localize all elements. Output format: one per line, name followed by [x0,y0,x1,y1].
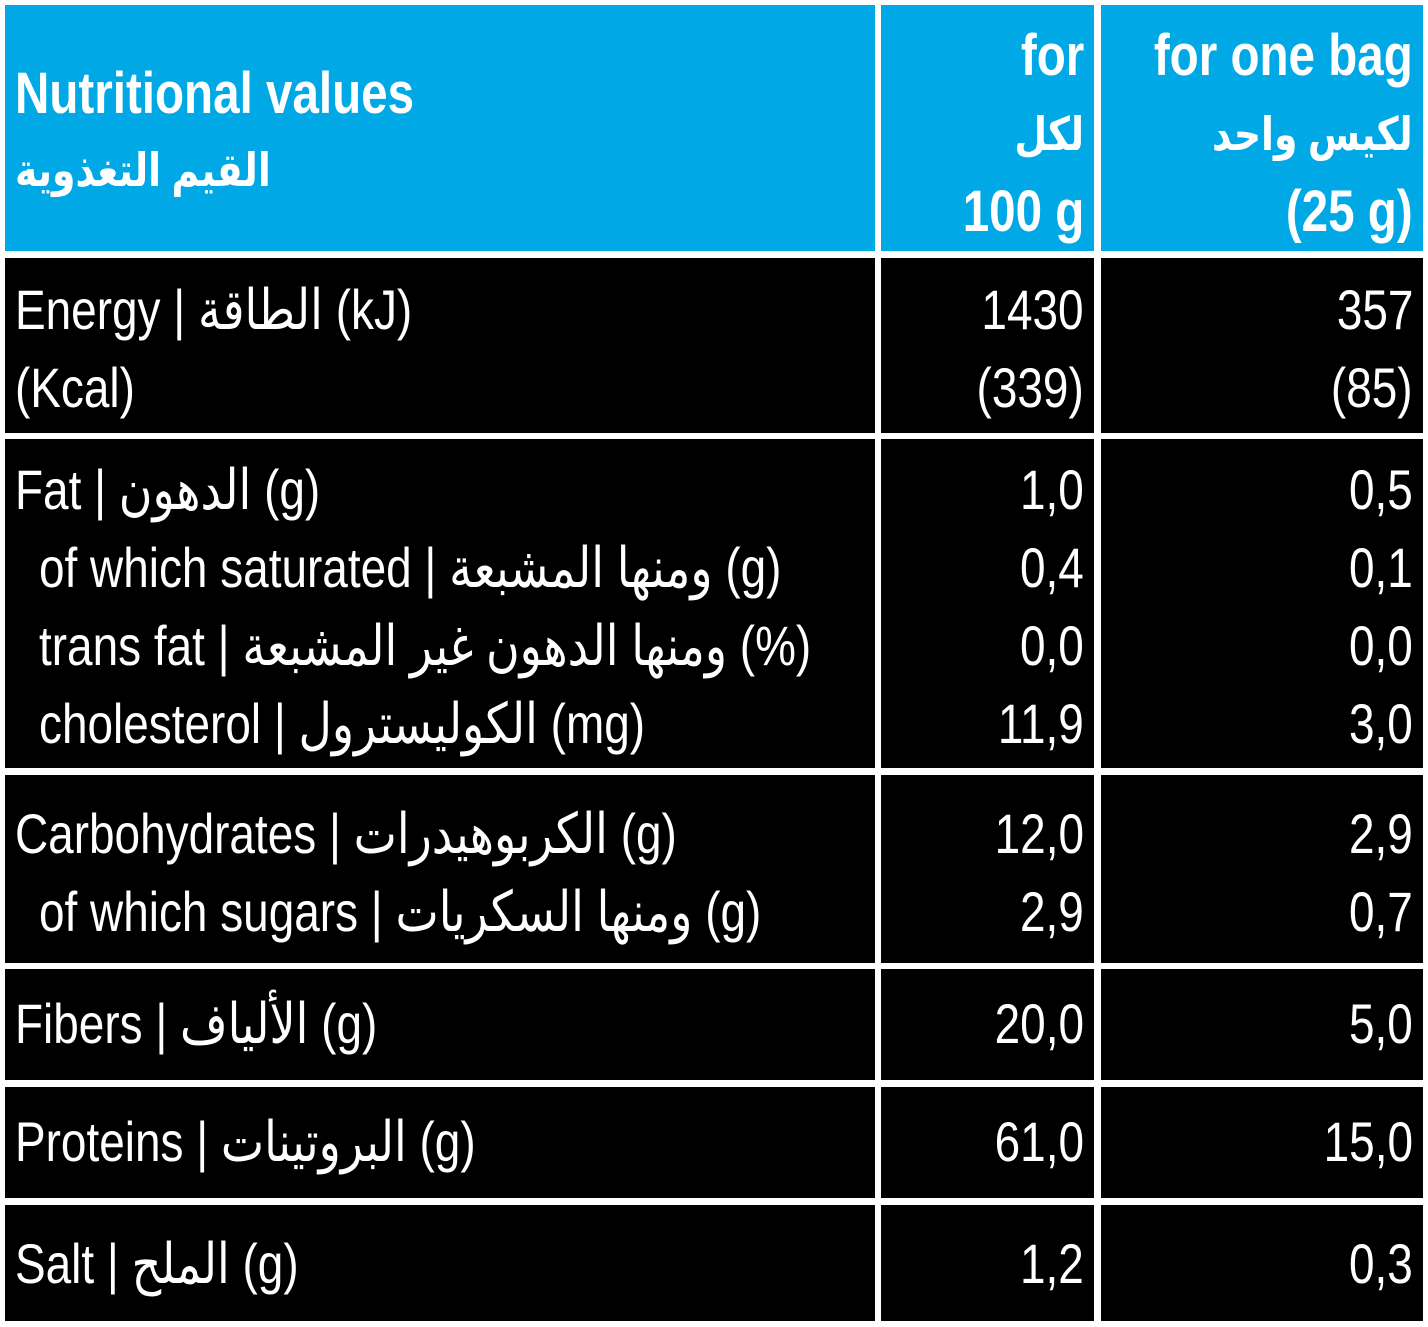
proteins-bag: 15,0 [1323,1110,1413,1173]
header-per-bag-cell: for one bag لكيس واحد (25 g) [1101,5,1423,251]
saturated-label: of which saturated | ومنها المشبعة (g) [39,536,782,599]
trans-fat-label: trans fat | ومنها الدهون غير المشبعة (%) [39,614,812,677]
fat-bag-cell: 0,5 0,1 0,0 3,0 [1101,439,1423,768]
cholesterol-bag: 3,0 [1349,692,1413,755]
header-per-bag-amount: (25 g) [1286,179,1413,244]
fibers-100g-cell: 20,0 [881,969,1094,1080]
fat-label-cell: Fat | الدهون (g) of which saturated | وم… [5,439,875,768]
header-per-bag-ar: لكيس واحد [1212,108,1413,160]
header-per-100g-en: for [1020,23,1084,88]
salt-bag-cell: 0,3 [1101,1205,1423,1321]
sugars-100g: 2,9 [1020,880,1084,943]
salt-label-cell: Salt | الملح (g) [5,1205,875,1321]
fibers-label-cell: Fibers | الألياف (g) [5,969,875,1080]
cholesterol-100g: 11,9 [998,692,1084,755]
carbs-label: Carbohydrates | الكربوهيدرات (g) [15,802,677,865]
header-title-en: Nutritional values [15,61,415,126]
fat-bag: 0,5 [1349,458,1413,521]
energy-kcal-100g: (339) [976,356,1084,419]
header-per-bag-en: for one bag [1154,23,1413,88]
energy-kj-100g: 1430 [981,278,1084,341]
energy-kcal-label: (Kcal) [15,356,135,419]
carbs-bag-cell: 2,9 0,7 [1101,775,1423,963]
fibers-100g: 20,0 [994,992,1084,1055]
energy-100g-cell: 1430 (339) [881,258,1094,433]
energy-bag-cell: 357 (85) [1101,258,1423,433]
carbs-100g-cell: 12,0 2,9 [881,775,1094,963]
energy-kj-bag: 357 [1336,278,1413,341]
proteins-100g-cell: 61,0 [881,1087,1094,1198]
salt-100g-cell: 1,2 [881,1205,1094,1321]
salt-bag: 0,3 [1349,1232,1413,1295]
fibers-bag: 5,0 [1349,992,1413,1055]
carbs-100g: 12,0 [994,802,1084,865]
trans-fat-bag: 0,0 [1349,614,1413,677]
fat-100g-cell: 1,0 0,4 0,0 11,9 [881,439,1094,768]
fibers-bag-cell: 5,0 [1101,969,1423,1080]
header-title-ar: القيم التغذوية [15,144,271,196]
header-per-100g-amount: 100 g [962,179,1084,244]
energy-label-cell: Energy | الطاقة (kJ) (Kcal) [5,258,875,433]
header-title-cell: Nutritional values القيم التغذوية [5,5,875,251]
proteins-100g: 61,0 [994,1110,1084,1173]
sugars-label: of which sugars | ومنها السكريات (g) [39,880,762,943]
proteins-label-cell: Proteins | البروتينات (g) [5,1087,875,1198]
energy-kcal-bag: (85) [1331,356,1413,419]
carbs-bag: 2,9 [1349,802,1413,865]
saturated-bag: 0,1 [1349,536,1413,599]
fibers-label: Fibers | الألياف (g) [15,992,378,1055]
proteins-bag-cell: 15,0 [1101,1087,1423,1198]
salt-100g: 1,2 [1020,1232,1084,1295]
energy-kj-label: Energy | الطاقة (kJ) [15,278,413,341]
saturated-100g: 0,4 [1020,536,1084,599]
proteins-label: Proteins | البروتينات (g) [15,1110,476,1173]
sugars-bag: 0,7 [1349,880,1413,943]
header-per-100g-ar: لكل [1014,108,1084,160]
trans-fat-100g: 0,0 [1020,614,1084,677]
carbs-label-cell: Carbohydrates | الكربوهيدرات (g) of whic… [5,775,875,963]
cholesterol-label: cholesterol | الكوليسترول (mg) [39,692,646,755]
header-per-100g-cell: for لكل 100 g [881,5,1094,251]
fat-label: Fat | الدهون (g) [15,458,321,521]
salt-label: Salt | الملح (g) [15,1232,299,1295]
fat-100g: 1,0 [1020,458,1084,521]
